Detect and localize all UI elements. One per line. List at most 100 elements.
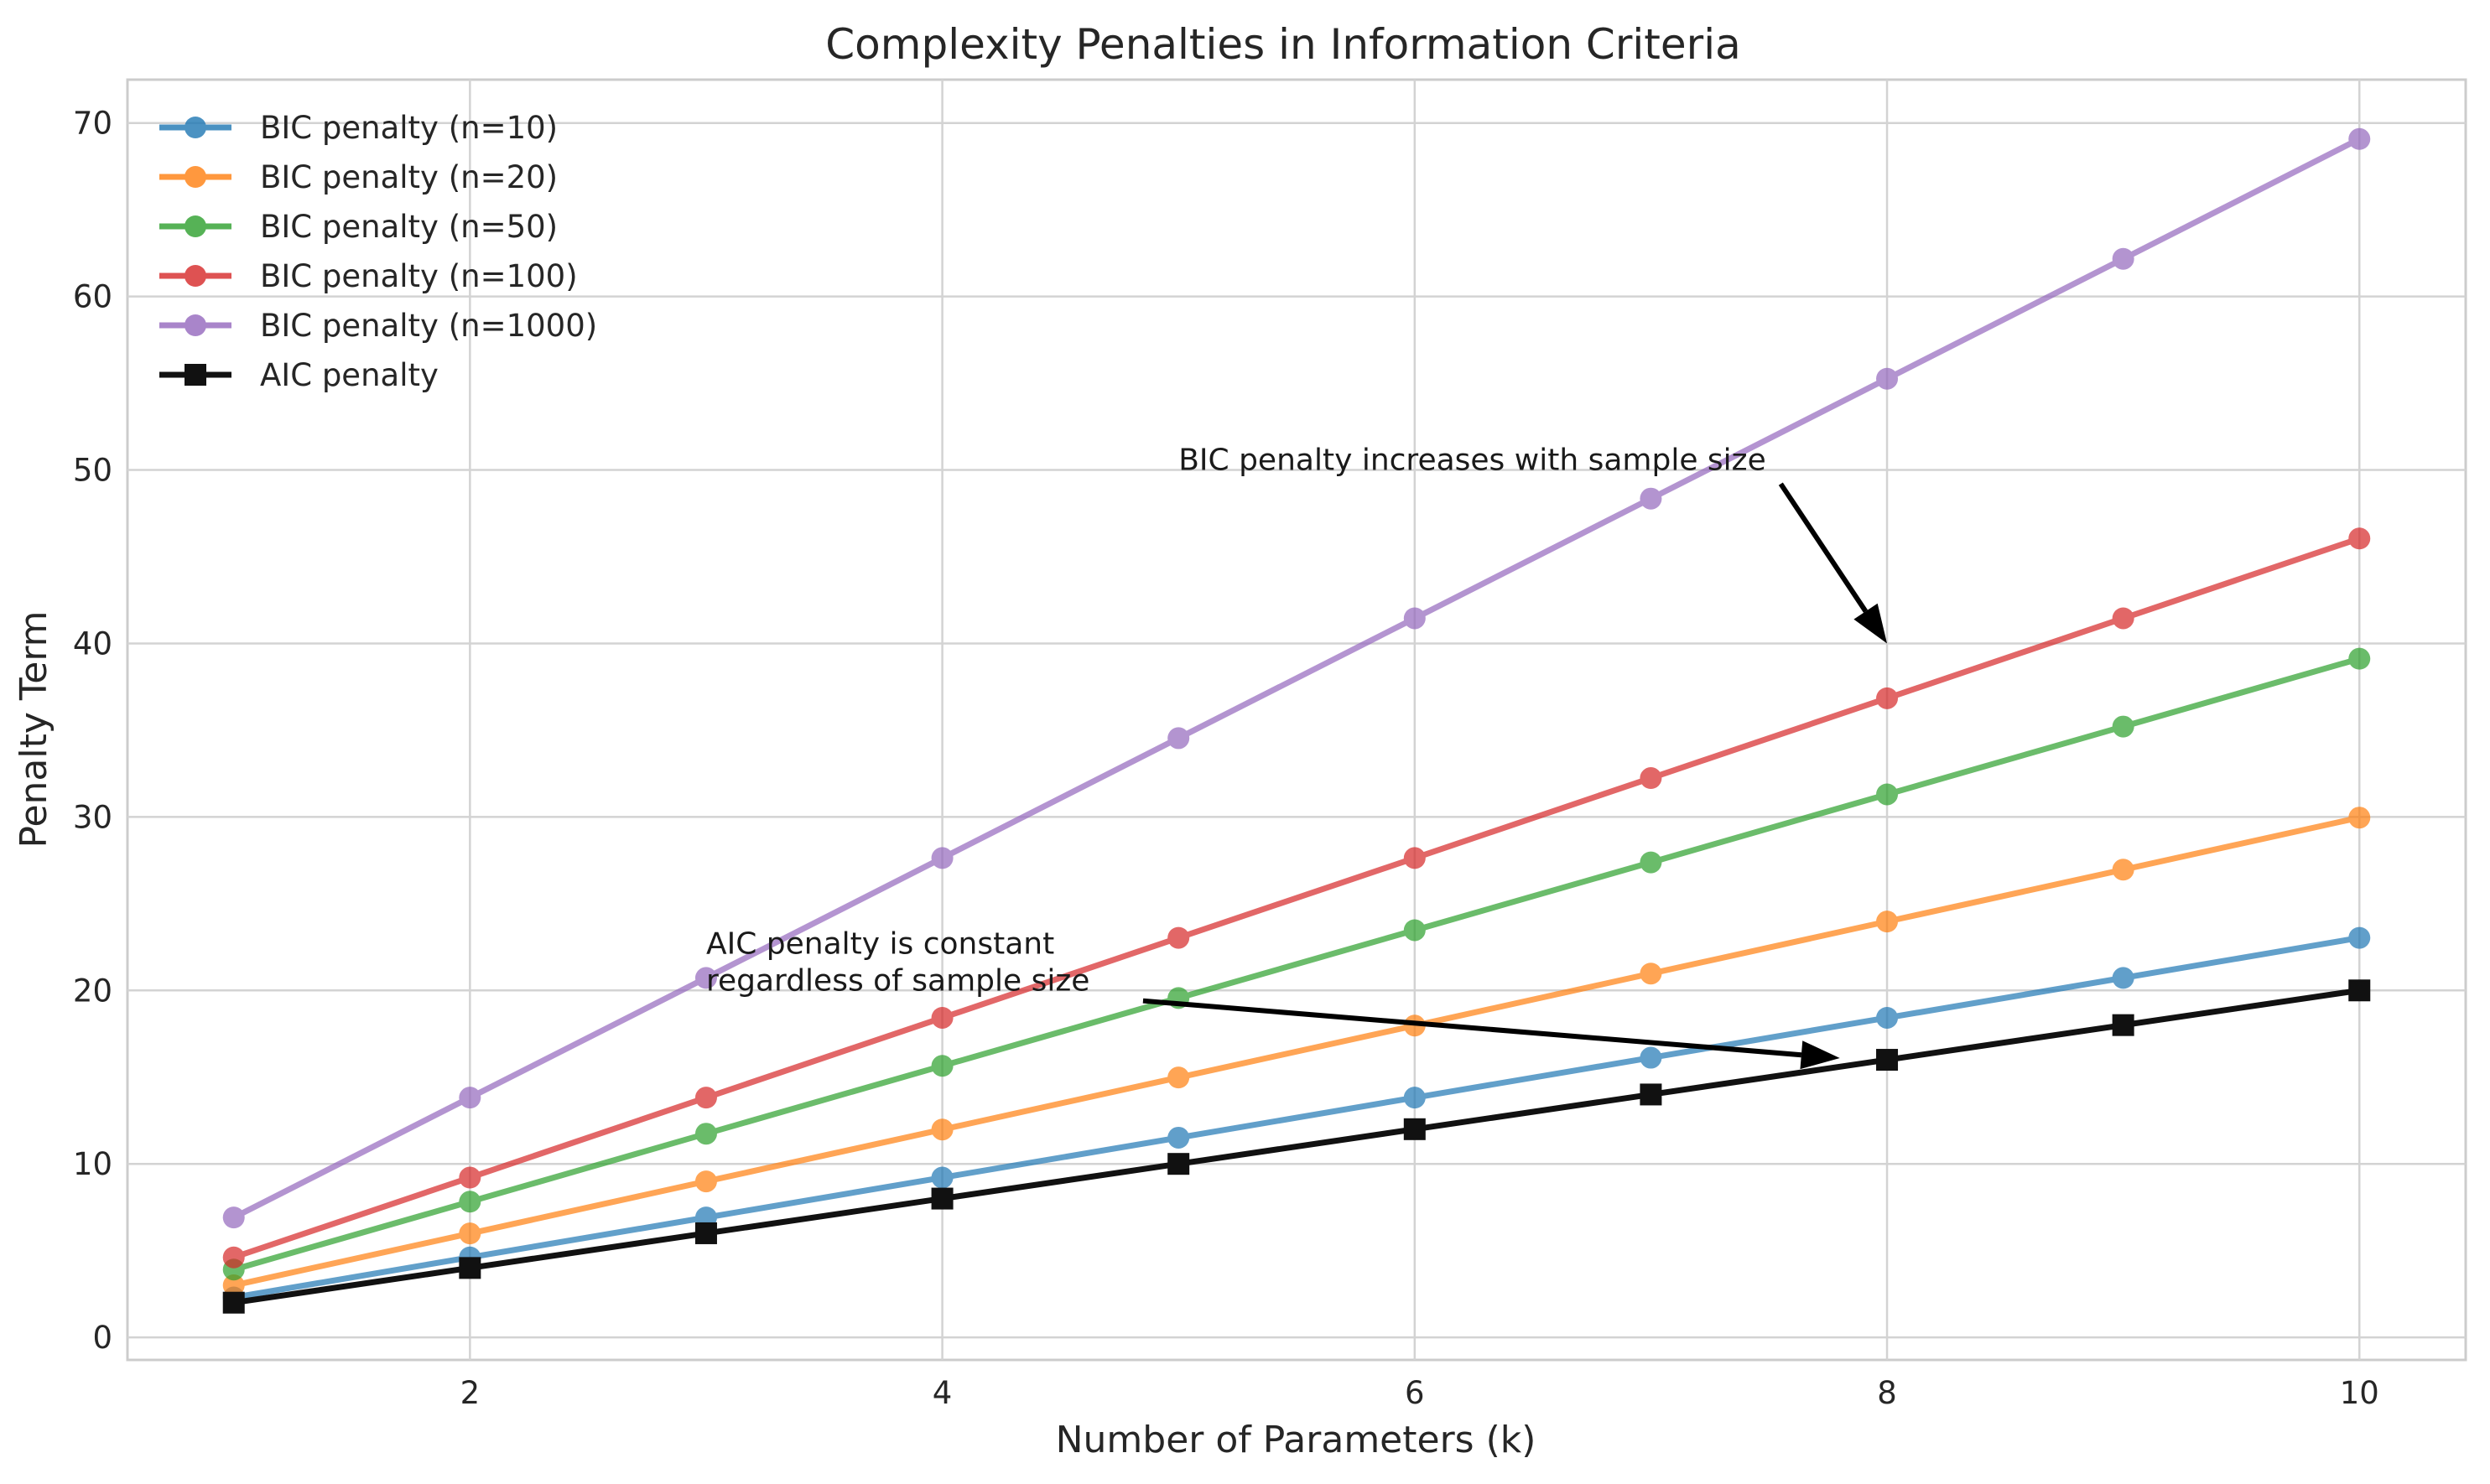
annotation-text: BIC penalty increases with sample size [1178,444,1766,478]
data-point [931,1118,954,1141]
data-point [931,1006,954,1029]
y-axis-label: Penalty Term [13,610,55,848]
legend-item [159,215,231,237]
data-point [2348,979,2371,1002]
data-point [222,1291,245,1314]
data-point [459,1257,481,1279]
series-line [233,935,2360,1300]
y-tick-label: 50 [73,453,112,489]
data-point [1876,783,1899,806]
data-point [1167,1153,1190,1175]
data-point [931,1055,954,1077]
legend-label: BIC penalty (n=50) [260,209,558,245]
data-point [1167,1126,1190,1149]
legend-label: BIC penalty (n=100) [260,258,578,294]
y-tick-label: 40 [73,625,112,662]
data-point [931,1166,954,1189]
data-point [222,1246,245,1269]
x-tick-label: 6 [1405,1375,1425,1411]
data-point [1876,367,1899,390]
grid [127,80,2466,1360]
series-layer [222,127,2371,1314]
y-ticks: 0 10 20 30 40 50 60 70 [73,106,112,1356]
y-tick-label: 70 [73,106,112,142]
y-tick-label: 20 [73,973,112,1009]
annotation-arrow [1778,482,1888,644]
data-point [1403,1087,1426,1109]
data-point [2112,967,2134,989]
x-axis-label: Number of Parameters (k) [1056,1419,1536,1461]
data-point [1640,487,1662,510]
data-point [222,1206,245,1229]
data-point [694,967,717,989]
series-line [232,656,2361,1273]
legend-item [159,117,231,138]
data-point [1167,727,1190,750]
legend: BIC penalty (n=10) BIC penalty (n=20) BIC … [159,110,597,393]
legend-item [159,265,231,287]
chart-title: Complexity Penalties in Information Crit… [825,20,1740,69]
data-point [2112,715,2134,738]
data-point [2348,647,2371,670]
data-point [1403,919,1426,942]
data-point [1640,1083,1662,1106]
x-tick-label: 4 [933,1375,953,1411]
x-tick-label: 2 [460,1375,481,1411]
legend-item [159,364,231,386]
y-tick-label: 0 [92,1320,112,1356]
data-point [694,1222,717,1244]
y-tick-label: 60 [73,279,112,315]
data-point [1876,1006,1899,1029]
data-point [1167,1066,1190,1089]
series-line [232,535,2361,1261]
data-point [459,1222,481,1245]
series-2 [222,647,2371,1281]
series-3 [222,527,2371,1269]
data-point [1403,847,1426,869]
series-5 [222,979,2371,1314]
data-point [694,1087,717,1109]
data-point [1876,1049,1899,1071]
x-ticks: 2 4 6 8 10 [460,1375,2379,1411]
data-point [2348,807,2371,829]
data-point [2348,127,2371,150]
legend-label: AIC penalty [260,357,439,393]
data-point [459,1166,481,1189]
data-point [2112,247,2134,270]
data-point [2112,607,2134,630]
data-point [2348,527,2371,550]
data-point [1403,607,1426,630]
data-point [694,1123,717,1145]
annotation-text: AIC penalty is constant [706,926,1054,961]
legend-item [159,314,231,336]
annotation-text: regardless of sample size [706,963,1089,998]
data-point [2112,1014,2134,1036]
data-point [694,1170,717,1193]
data-point [931,1187,954,1210]
x-tick-label: 10 [2340,1375,2379,1411]
data-point [1167,926,1190,949]
data-point [222,1274,245,1297]
series-line [232,814,2361,1289]
data-point [1640,1046,1662,1069]
legend-label: BIC penalty (n=1000) [260,308,597,344]
data-point [931,847,954,869]
data-point [1876,687,1899,709]
legend-label: BIC penalty (n=20) [260,159,558,195]
series-line [232,136,2361,1221]
data-point [1640,963,1662,985]
y-tick-label: 30 [73,799,112,835]
data-point [1876,911,1899,933]
data-point [1640,767,1662,790]
series-line [233,987,2360,1306]
legend-item [159,166,231,188]
data-point [459,1087,481,1109]
series-4 [222,127,2371,1229]
data-point [1403,1118,1426,1140]
annotations: BIC penalty increases with sample size AI… [706,444,1888,1070]
legend-label: BIC penalty (n=10) [260,110,558,146]
x-tick-label: 8 [1877,1375,1897,1411]
data-point [2348,926,2371,949]
data-point [459,1191,481,1213]
annotation-arrow [1142,998,1840,1070]
